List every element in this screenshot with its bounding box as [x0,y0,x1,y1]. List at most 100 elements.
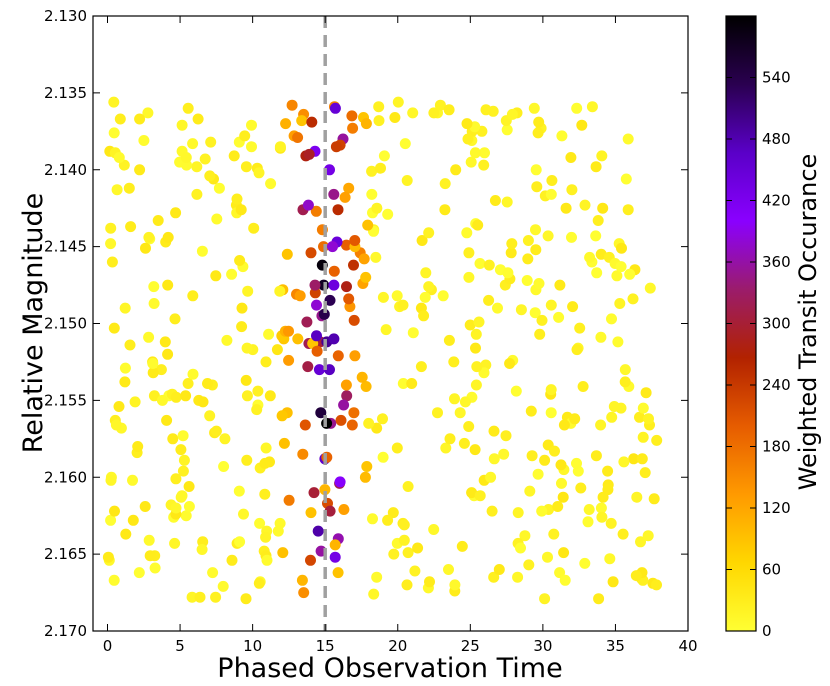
data-point [219,433,231,445]
data-point [461,118,473,130]
data-point [418,310,430,322]
data-point [483,294,495,306]
data-point [470,328,482,340]
data-point [218,461,230,472]
data-point [488,453,500,465]
data-point [643,413,654,425]
data-point [608,401,620,412]
data-point [178,454,190,466]
data-point [231,193,243,205]
data-point [402,547,414,559]
data-point [377,291,389,303]
data-point [556,477,567,489]
data-point [124,339,136,351]
data-point [274,141,286,153]
data-point [529,307,541,319]
data-point [359,471,371,483]
data-point [343,293,355,305]
data-point [597,491,609,503]
data-point [340,239,352,251]
data-point [522,253,534,265]
data-point [332,567,344,579]
data-point [627,293,639,305]
data-point [349,350,361,362]
data-point [470,342,481,354]
y-tick-label: 2.170 [44,622,87,640]
data-point [102,551,114,563]
data-point [401,579,413,591]
data-point [397,378,409,389]
data-point [318,308,330,320]
data-point [175,444,187,456]
data-point [545,407,557,419]
data-point [548,528,560,540]
data-point [375,162,386,174]
data-point [591,267,603,279]
data-point [356,371,368,383]
data-point [419,291,431,303]
data-point [619,376,631,388]
data-point [640,387,652,399]
data-point [339,191,351,203]
data-point [428,524,440,535]
data-point [619,364,631,376]
data-point [182,102,194,114]
data-point [622,133,634,145]
data-point [398,534,410,546]
data-point [286,99,298,111]
data-point [277,547,289,559]
data-point [301,316,313,328]
data-point [330,141,342,153]
data-point [415,361,427,373]
data-point [202,378,213,389]
data-point [463,247,475,259]
data-point [492,302,503,314]
data-point [143,534,155,546]
data-point [235,204,247,216]
data-point [530,244,542,256]
colorbar-label: Weighted Transit Occurance [794,154,822,491]
data-point [233,485,245,497]
data-point [501,124,513,136]
data-point [528,102,540,114]
data-point [187,138,199,150]
data-point [105,222,117,234]
data-point [265,178,277,190]
colorbar-tick-label: 60 [762,561,781,579]
data-point [532,127,544,139]
data-point [628,453,640,465]
data-point [501,196,513,208]
data-point [328,279,340,291]
data-point [305,247,317,259]
data-point [367,513,378,525]
data-point [148,281,160,293]
data-point [123,182,135,194]
data-point [523,559,535,571]
data-point [319,484,331,496]
data-point [412,542,424,554]
data-point [328,333,340,345]
data-point [524,485,536,497]
data-point [398,519,410,531]
data-point [648,493,660,505]
data-point [242,285,254,297]
data-point [109,505,120,517]
data-point [187,368,199,380]
data-point [534,328,546,340]
data-point [366,165,378,177]
data-point [558,547,570,559]
data-point [194,591,206,603]
data-point [593,593,605,605]
data-point [554,567,566,579]
data-point [456,540,468,552]
data-point [542,551,553,563]
data-point [260,531,272,543]
data-point [531,181,543,193]
data-point [579,199,591,211]
data-point [606,411,618,423]
data-point [310,205,322,217]
data-point [127,514,139,526]
data-point [605,517,617,529]
y-tick-label: 2.160 [44,468,87,486]
x-tick-label: 25 [461,637,480,655]
